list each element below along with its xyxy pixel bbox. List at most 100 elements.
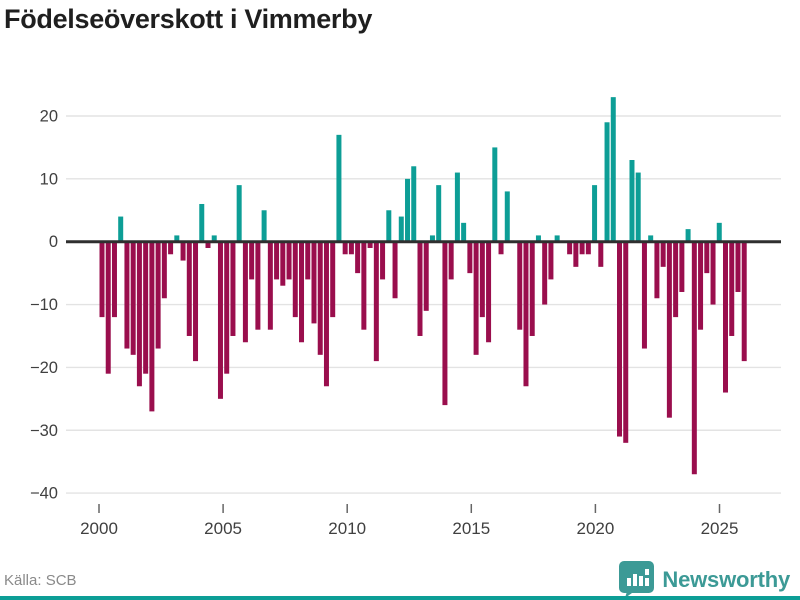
bar (554, 235, 560, 242)
bar (224, 241, 230, 374)
bar (454, 172, 460, 242)
bar (180, 241, 186, 261)
bar (567, 241, 573, 255)
bar (99, 241, 105, 318)
bar (386, 210, 392, 242)
bar (423, 241, 429, 311)
bar (548, 241, 554, 280)
bar (461, 222, 467, 242)
bar (292, 241, 298, 318)
bar (405, 178, 411, 242)
bar (716, 222, 722, 242)
bar (305, 241, 311, 280)
bar (666, 241, 672, 418)
bar (579, 241, 585, 255)
x-axis-tick-label: 2005 (204, 519, 242, 538)
bar (610, 97, 616, 242)
bar (392, 241, 398, 299)
y-axis-tick-label: −30 (30, 422, 58, 440)
bar (585, 241, 591, 255)
bar (704, 241, 710, 274)
bar (193, 241, 199, 362)
bar-chart-pin-icon (619, 561, 655, 598)
bar (729, 241, 735, 336)
bar (211, 235, 217, 242)
bar (267, 241, 273, 330)
bar (660, 241, 666, 267)
bar (155, 241, 161, 349)
bar (629, 160, 635, 242)
bar (380, 241, 386, 280)
bar (673, 241, 679, 318)
bar (436, 185, 442, 242)
bar (448, 241, 454, 280)
bar (105, 241, 111, 374)
bar (236, 185, 242, 242)
bar (367, 241, 373, 248)
bar (311, 241, 317, 324)
bar (355, 241, 361, 274)
bar (411, 166, 417, 242)
bar (242, 241, 248, 343)
bar (342, 241, 348, 255)
bar (143, 241, 149, 374)
bar (205, 241, 211, 248)
bar (217, 241, 223, 399)
bar (473, 241, 479, 355)
y-axis-tick-label: 0 (49, 233, 58, 251)
bar (317, 241, 323, 355)
bar (398, 216, 404, 242)
bar (330, 241, 336, 318)
newsworthy-wordmark: Newsworthy (662, 566, 790, 592)
bar (373, 241, 379, 362)
bar (573, 241, 579, 267)
bar (130, 241, 136, 355)
bar (635, 172, 641, 242)
bar (299, 241, 305, 343)
bar (679, 241, 685, 292)
bar (486, 241, 492, 343)
x-axis-tick-label: 2010 (328, 519, 366, 538)
newsworthy-logo: Newsworthy (619, 561, 790, 598)
bar (523, 241, 529, 387)
bar (442, 241, 448, 406)
bar (479, 241, 485, 318)
y-axis-tick-label: 20 (40, 108, 58, 126)
bar (598, 241, 604, 267)
bar (529, 241, 535, 336)
bar (617, 241, 622, 437)
bar (323, 241, 329, 387)
y-axis-tick-label: −40 (30, 485, 58, 503)
x-axis-tick-label: 2000 (80, 519, 118, 538)
bar (136, 241, 142, 387)
chart-title: Födelseöverskott i Vimmerby (4, 4, 373, 34)
y-axis-tick-label: −20 (30, 359, 58, 377)
bar (111, 241, 117, 318)
bar (735, 241, 741, 292)
bar (249, 241, 255, 280)
bar (467, 241, 473, 274)
bar (723, 241, 728, 393)
x-axis-tick-label: 2020 (576, 519, 614, 538)
bar (230, 241, 236, 336)
bar (691, 241, 697, 475)
bar (429, 235, 435, 242)
bar (741, 241, 747, 362)
bar (535, 235, 541, 242)
bar (149, 241, 155, 412)
bar (504, 191, 510, 242)
y-axis-tick-label: 10 (40, 170, 58, 188)
y-axis-tick-label: −10 (30, 296, 58, 314)
bar (417, 241, 423, 336)
bar (336, 134, 342, 242)
bar (280, 241, 286, 286)
bar (174, 235, 180, 242)
bar (255, 241, 261, 330)
bar (348, 241, 354, 255)
bar (698, 241, 704, 330)
bar (592, 185, 598, 242)
bar (286, 241, 292, 280)
bar (118, 216, 124, 242)
